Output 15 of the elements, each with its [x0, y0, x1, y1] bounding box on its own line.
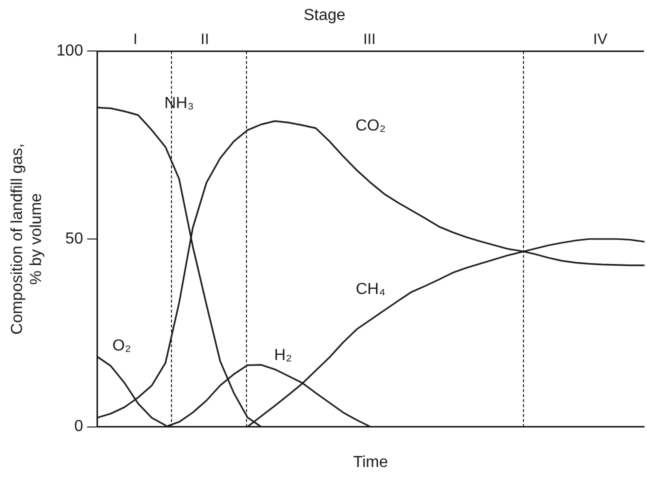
y-tick-label: 0	[74, 418, 84, 436]
x-axis-title: Time	[353, 454, 388, 471]
text: III	[363, 30, 376, 48]
series-label: H₂	[274, 346, 292, 364]
series-label: CH₄	[356, 281, 386, 298]
text: IV	[593, 30, 608, 48]
series-label: O₂	[112, 337, 132, 354]
y-axis-title: Composition of landfill gas, % by volume	[9, 143, 46, 335]
text: II	[200, 30, 210, 48]
series-label: CO₂	[355, 118, 386, 135]
y-tick-label: 50	[65, 230, 84, 248]
series-label: NH₃	[164, 95, 194, 112]
text: I	[133, 30, 138, 48]
chart-title: Stage	[304, 7, 346, 24]
y-tick-label: 100	[56, 42, 84, 60]
